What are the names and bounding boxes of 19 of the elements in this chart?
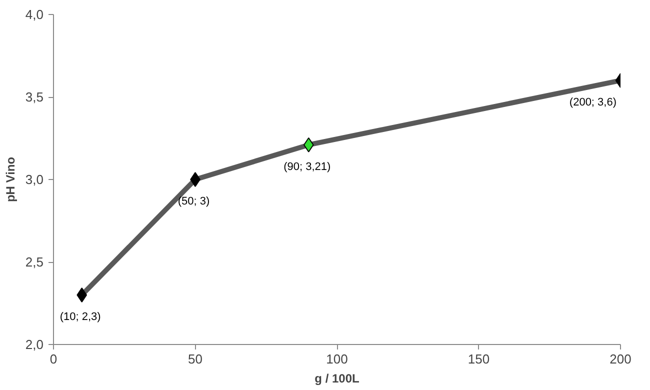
x-tick-label: 150 [468, 352, 490, 366]
x-tick-label: 50 [188, 352, 202, 366]
point [303, 137, 314, 152]
x-tick-label: 0 [50, 352, 58, 366]
y-tick-label: 3,0 [25, 172, 44, 187]
point [190, 172, 200, 187]
data-label: (10; 2,3) [60, 311, 101, 323]
y-tick-label: 4,0 [25, 7, 44, 22]
x-tick-label: 100 [326, 352, 348, 366]
x-tick-label: 200 [610, 352, 632, 366]
data-label: (90; 3,21) [284, 160, 331, 173]
y-tick-label: 3,5 [25, 90, 44, 104]
y-tick-label: 2,5 [25, 254, 44, 270]
x-axis-title: g / 100L [314, 372, 360, 386]
y-tick-label: 2,0 [25, 337, 44, 352]
data-label: (50; 3) [178, 196, 210, 208]
data-label: (200; 3,6) [569, 96, 617, 108]
y-axis-title: pH Vino [3, 156, 18, 202]
point [76, 288, 88, 302]
